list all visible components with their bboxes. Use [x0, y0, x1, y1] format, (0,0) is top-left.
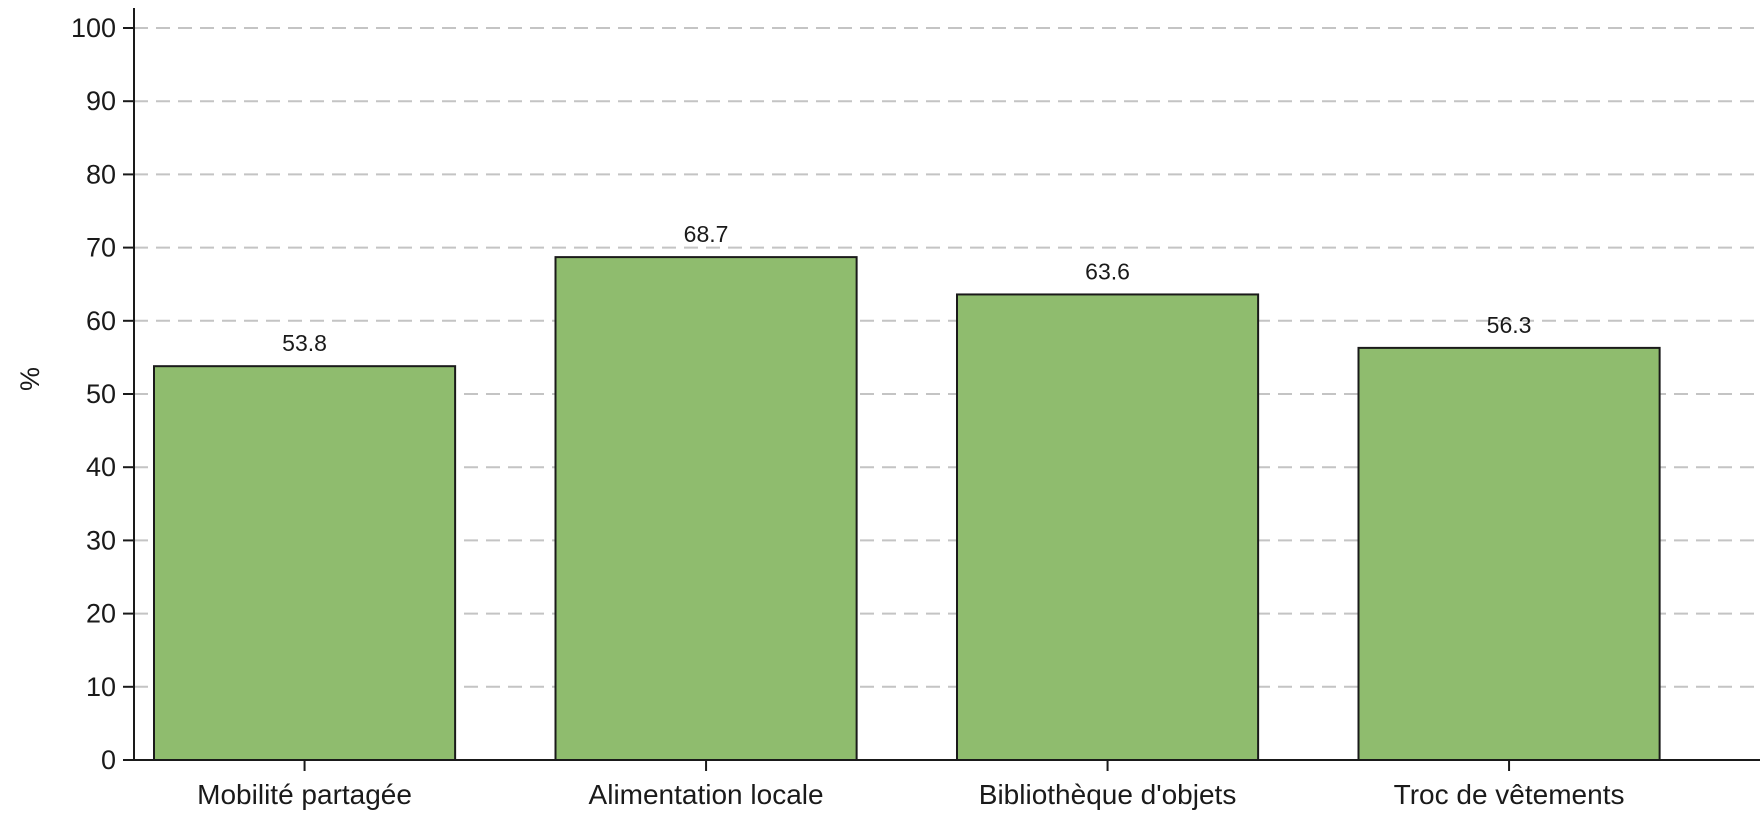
- y-tick-label: 70: [86, 233, 116, 263]
- x-category-label: Mobilité partagée: [197, 779, 412, 810]
- bars: [153, 256, 1661, 761]
- bar-value-label: 53.8: [282, 330, 327, 356]
- y-tick-label: 100: [71, 13, 116, 43]
- bar: [956, 293, 1260, 761]
- bar: [153, 365, 457, 761]
- x-category-label: Bibliothèque d'objets: [979, 779, 1237, 810]
- y-tick-label: 30: [86, 525, 116, 555]
- bar: [1357, 346, 1661, 761]
- bar-value-label: 63.6: [1085, 258, 1130, 284]
- labels: 0 10 20 30 40 50 60 70 80 90 100 53.8 Mobilité parta…: [71, 13, 1625, 810]
- bar-value-label: 56.3: [1487, 312, 1532, 338]
- y-tick-label: 90: [86, 86, 116, 116]
- y-tick-label: 0: [101, 745, 116, 775]
- axes: [123, 8, 1760, 771]
- bar-value-label: 68.7: [684, 221, 729, 247]
- y-tick-label: 40: [86, 452, 116, 482]
- y-tick-label: 50: [86, 379, 116, 409]
- x-category-label: Troc de vêtements: [1394, 779, 1625, 810]
- y-tick-label: 10: [86, 672, 116, 702]
- y-tick-label: 20: [86, 599, 116, 629]
- y-tick-label: 80: [86, 159, 116, 189]
- y-axis-title: %: [15, 367, 45, 391]
- bar: [554, 256, 858, 761]
- x-category-label: Alimentation locale: [589, 779, 824, 810]
- y-tick-label: 60: [86, 306, 116, 336]
